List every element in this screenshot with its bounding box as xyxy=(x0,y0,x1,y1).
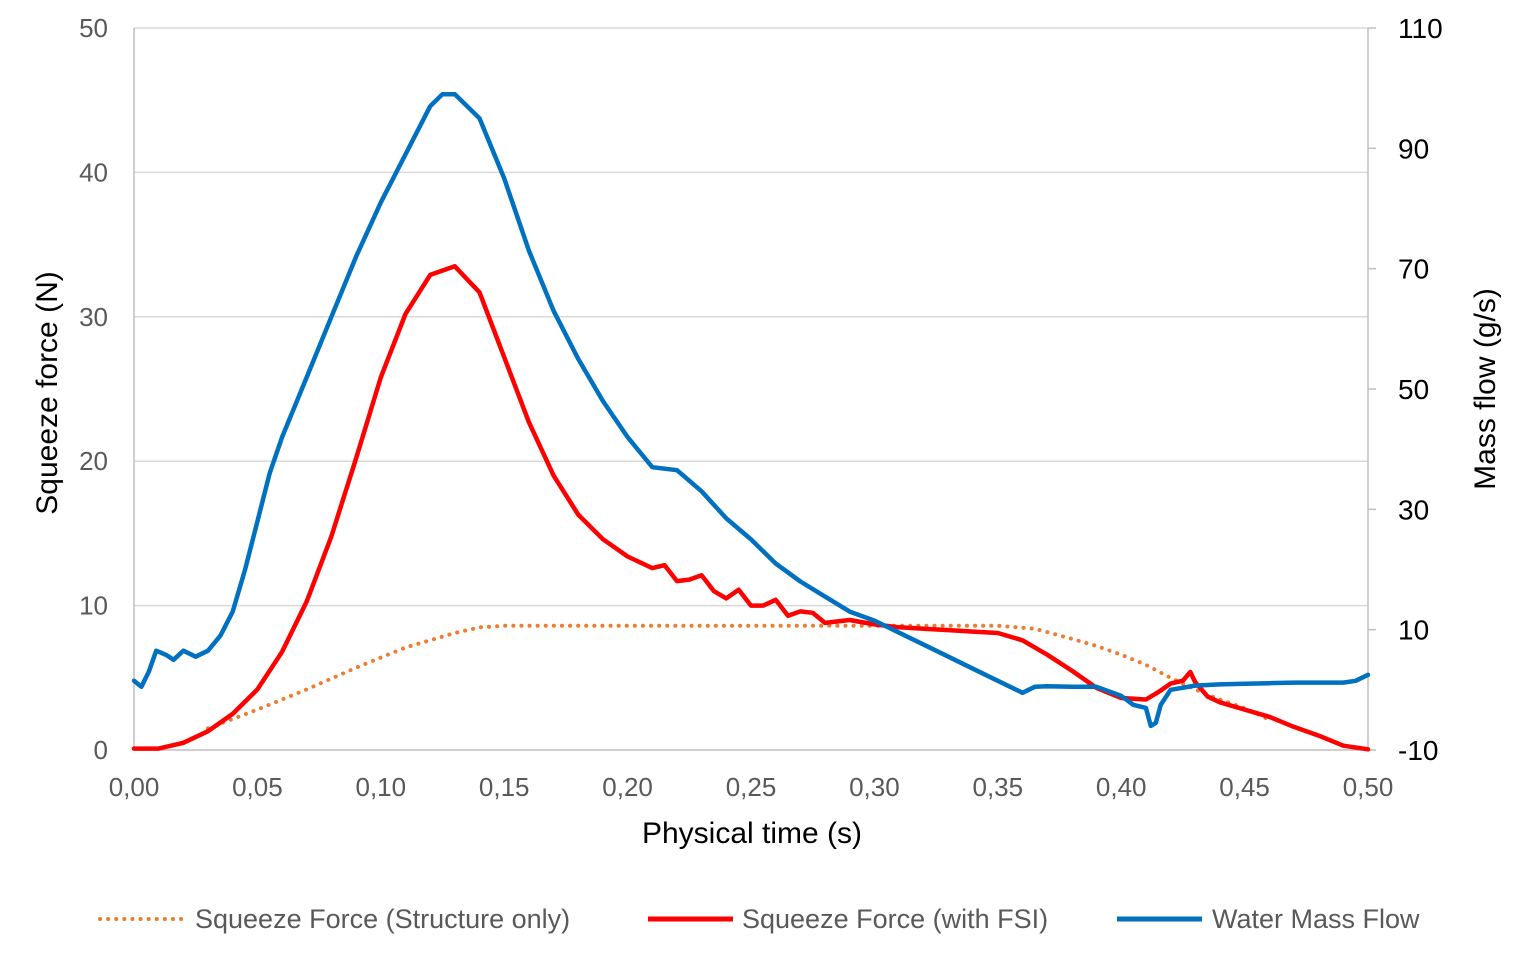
y-right-tick-label-2: 30 xyxy=(1398,494,1429,525)
y-left-tick-label-0: 0 xyxy=(94,735,108,765)
y-right-tick-label-3: 50 xyxy=(1398,374,1429,405)
x-tick-label-0: 0,00 xyxy=(109,772,160,802)
gridlines xyxy=(134,27,1368,607)
x-axis-title: Physical time (s) xyxy=(642,817,862,850)
y-left-tick-label-2: 20 xyxy=(79,446,108,476)
x-tick-label-9: 0,45 xyxy=(1219,772,1270,802)
y-left-axis-title: Squeeze force (N) xyxy=(31,271,64,514)
y-right-tick-label-5: 90 xyxy=(1398,133,1429,164)
series-line-2 xyxy=(131,91,1371,729)
tick-labels: 0 10 20 30 40 50 -10 10 30 50 70 90 110 0,00 0,05 0,10 0… xyxy=(79,13,1443,802)
x-tick-label-3: 0,15 xyxy=(479,772,530,802)
y-right-tick-label-1: 10 xyxy=(1398,615,1429,646)
x-tick-label-1: 0,05 xyxy=(232,772,283,802)
axes xyxy=(133,27,1376,751)
legend-entry-structure-only: Squeeze Force (Structure only) xyxy=(98,904,570,934)
legend-label-with-fsi: Squeeze Force (with FSI) xyxy=(742,904,1048,934)
x-tick-label-4: 0,20 xyxy=(602,772,653,802)
y-right-axis-title: Mass flow (g/s) xyxy=(1469,288,1502,490)
y-right-tick-label-0: -10 xyxy=(1398,735,1438,766)
y-left-tick-label-1: 10 xyxy=(79,591,108,621)
series-line-0 xyxy=(206,623,1272,731)
legend-label-structure-only: Squeeze Force (Structure only) xyxy=(195,904,570,934)
x-tick-label-10: 0,50 xyxy=(1343,772,1394,802)
x-tick-label-6: 0,30 xyxy=(849,772,900,802)
x-tick-label-7: 0,35 xyxy=(972,772,1023,802)
x-tick-label-5: 0,25 xyxy=(726,772,777,802)
series-line-1 xyxy=(131,264,1371,752)
y-left-tick-label-5: 50 xyxy=(79,13,108,43)
legend: Squeeze Force (Structure only) Squeeze F… xyxy=(98,904,1420,934)
y-left-tick-label-3: 30 xyxy=(79,302,108,332)
x-tick-label-8: 0,40 xyxy=(1096,772,1147,802)
legend-entry-with-fsi: Squeeze Force (with FSI) xyxy=(648,904,1048,934)
legend-entry-water-mass-flow: Water Mass Flow xyxy=(1117,904,1420,934)
y-right-tick-label-4: 70 xyxy=(1398,254,1429,285)
legend-label-water-mass-flow: Water Mass Flow xyxy=(1212,904,1420,934)
series-lines xyxy=(131,91,1371,752)
y-right-tick-label-6: 110 xyxy=(1398,13,1443,44)
y-left-tick-label-4: 40 xyxy=(79,157,108,187)
x-tick-label-2: 0,10 xyxy=(355,772,406,802)
